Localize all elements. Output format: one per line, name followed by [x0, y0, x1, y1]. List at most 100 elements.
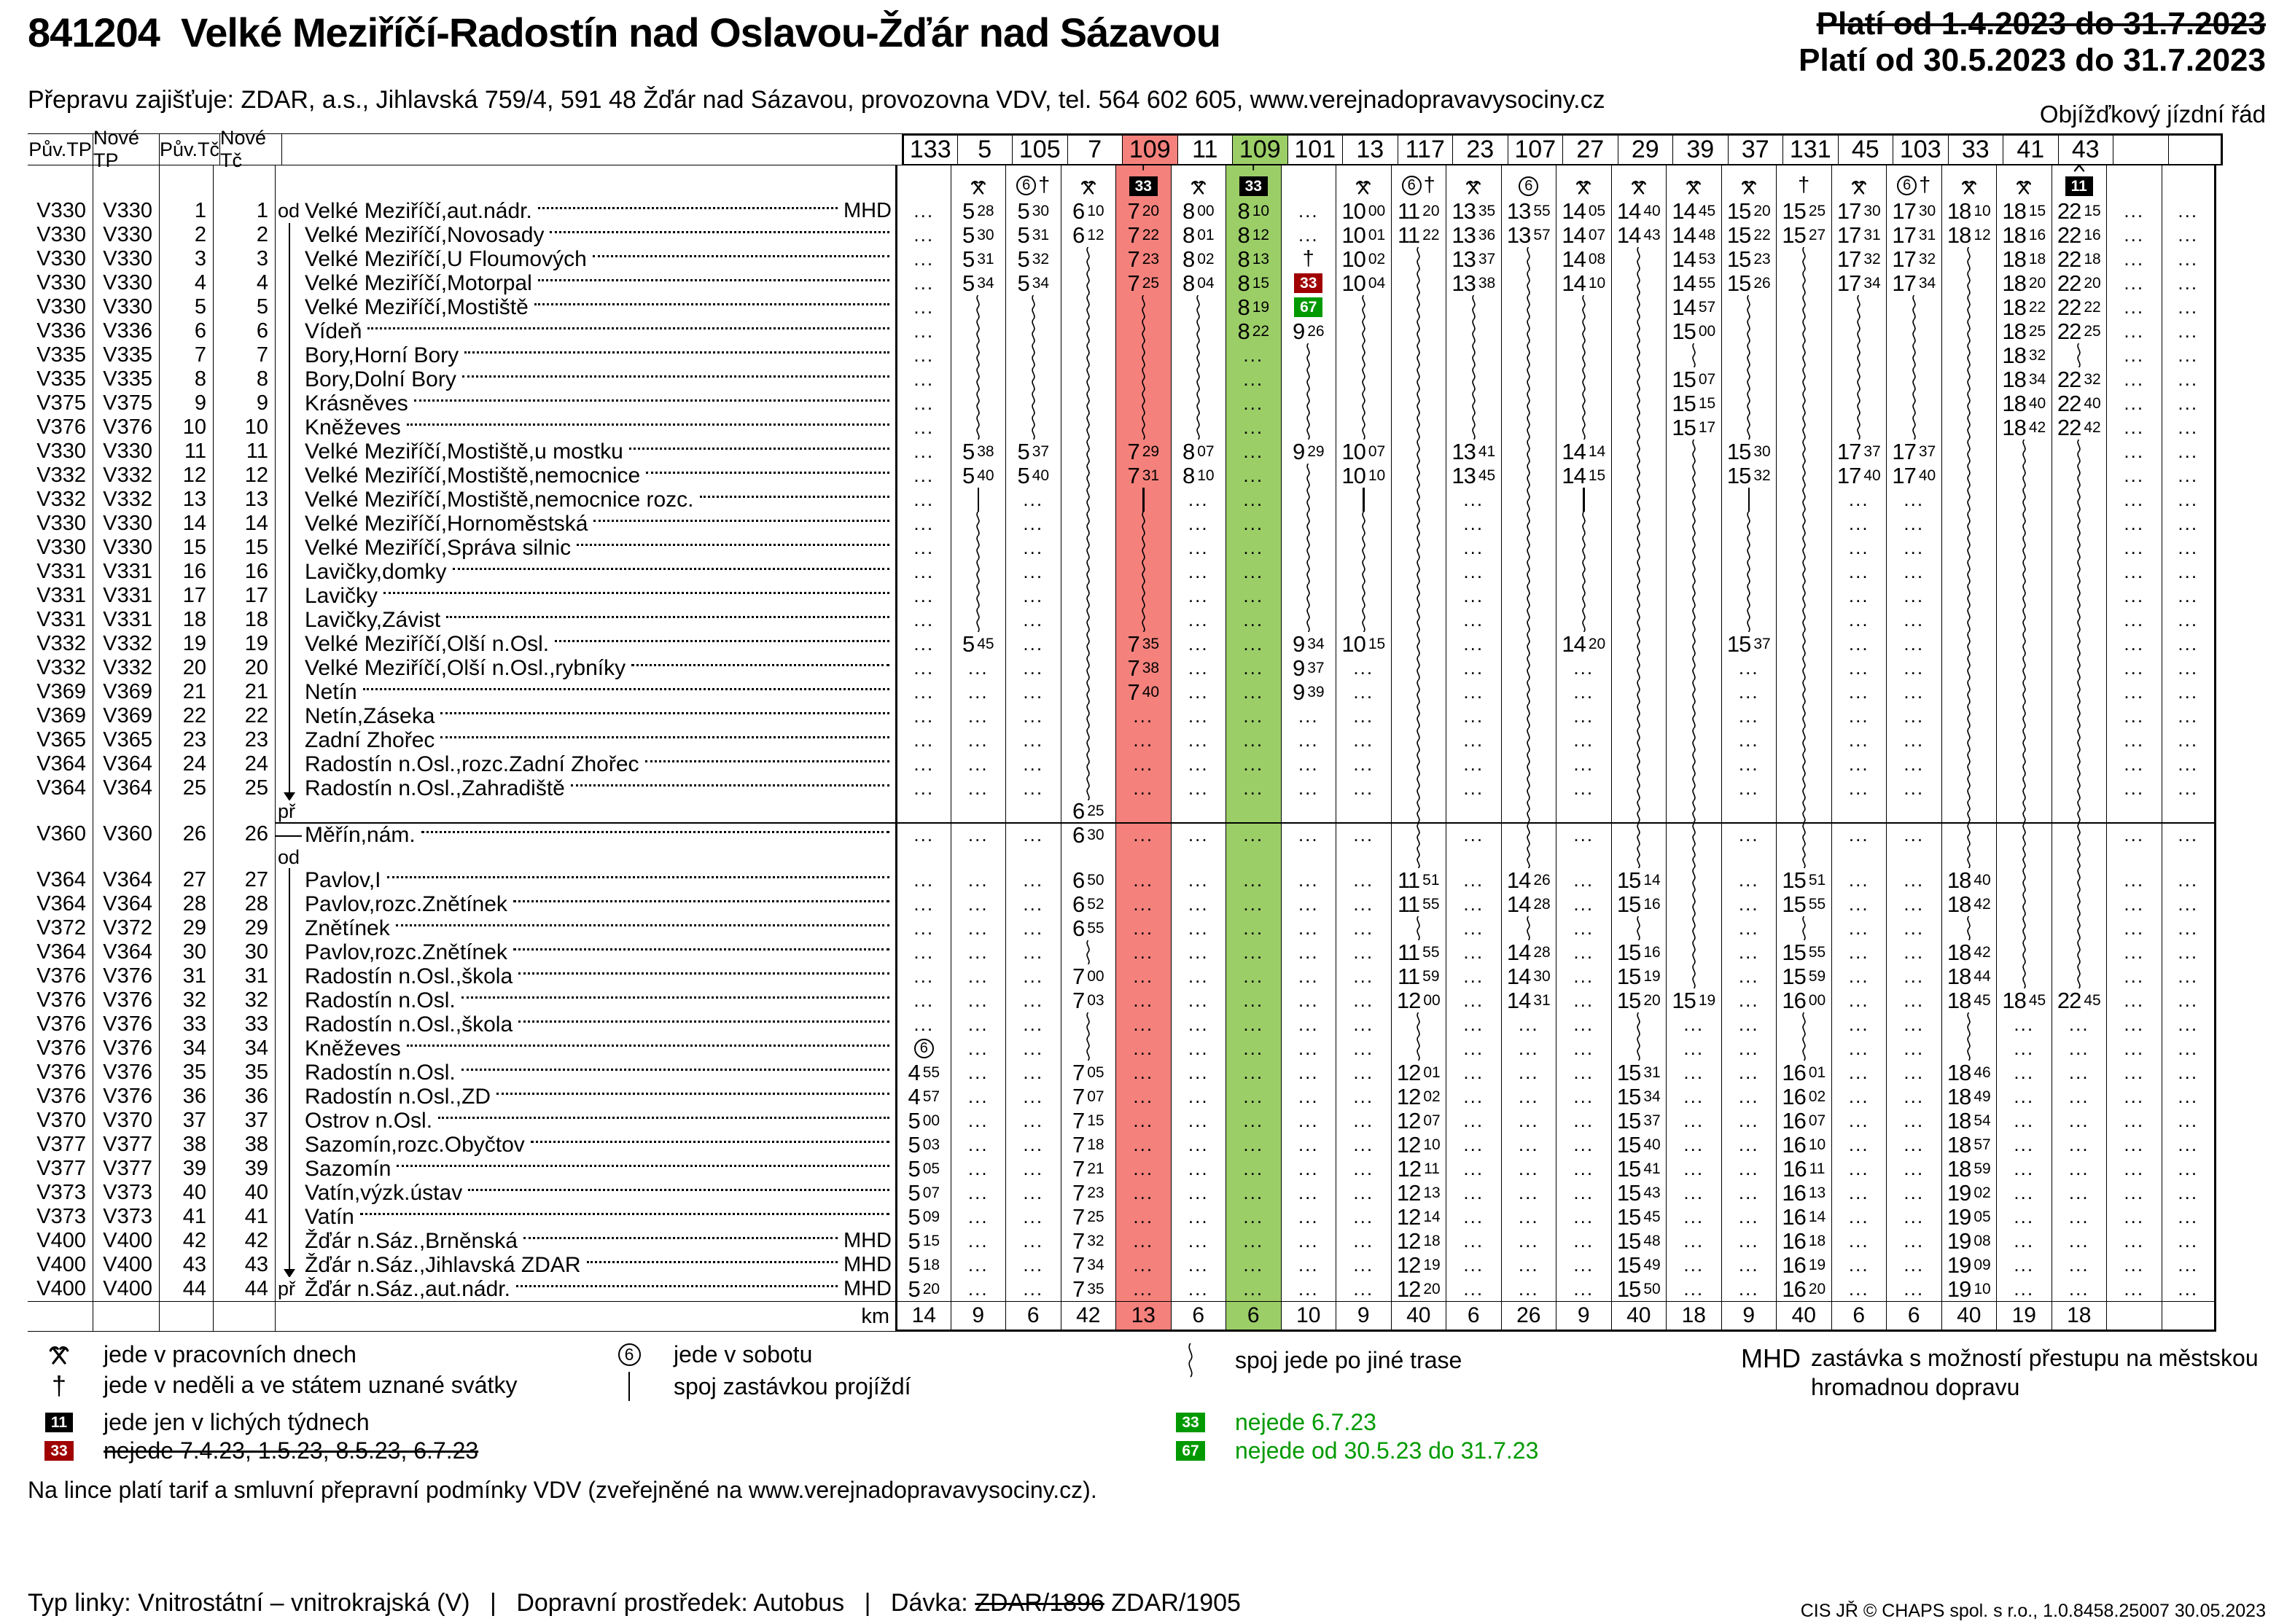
orig-tp: V330: [36, 512, 86, 535]
time-cell: [1060, 656, 1116, 680]
time-cell: ...: [2106, 1133, 2162, 1157]
time-cell: 7 25: [1060, 1205, 1116, 1229]
trip-symbols: [1740, 179, 1758, 196]
time-cell: ...: [1831, 916, 1887, 940]
time-cell: ...: [1336, 964, 1391, 988]
time-cell: ...: [2106, 940, 2162, 964]
time-cell: ...: [1556, 940, 1611, 964]
time-cell: 33: [1280, 271, 1336, 295]
time-cell: [1776, 608, 1831, 632]
dotted-leader: [518, 972, 889, 975]
time-cell: 17 40: [1886, 464, 1941, 488]
trip-number: 45: [1851, 136, 1879, 163]
time-cell: 16 14: [1776, 1205, 1831, 1229]
time-cell: ...: [2106, 632, 2162, 656]
time-cell: ...: [1005, 512, 1061, 536]
new-tc: 23: [244, 728, 268, 752]
time-cell: ...: [2051, 1205, 2107, 1229]
time-cell: ...: [1280, 1277, 1336, 1301]
time-cell: [1500, 800, 1556, 822]
time-cell: ...: [2161, 1012, 2216, 1037]
new-tc: 12: [244, 464, 268, 487]
time-cell: ...: [1886, 1085, 1941, 1109]
timetable-row: V364 V364 24 24 Radostín n.Osl.,rozc.Zadní Z…: [28, 752, 2216, 776]
orig-tp: V376: [36, 964, 86, 988]
station-cell: Krásněves: [276, 391, 895, 415]
orig-tc: 1: [194, 199, 206, 222]
station-cell: Velké Meziříčí,U Floumových: [276, 247, 895, 271]
orig-tc: 39: [182, 1157, 206, 1180]
time-cell: ...: [1556, 1157, 1611, 1181]
time-cell: [1721, 319, 1777, 343]
station-cell: Vatín: [276, 1205, 895, 1229]
time-cell: ...: [1170, 964, 1226, 988]
legend-saturday: 6 jede v sobotu: [604, 1341, 812, 1368]
time-cell: 7 22: [1115, 223, 1171, 247]
time-cell: [1776, 271, 1831, 295]
dotted-leader: [362, 687, 889, 690]
time-cell: [1610, 464, 1667, 488]
km-label: km: [861, 1304, 889, 1328]
time-cell: [1556, 584, 1611, 608]
timetable-row: V331 V331 16 16 Lavičky,domky...............…: [28, 560, 2216, 584]
time-cell: [2051, 488, 2107, 512]
time-cell: ...: [2106, 728, 2162, 752]
time-cell: ...: [950, 1157, 1006, 1181]
time-cell: 15 16: [1610, 892, 1667, 916]
time-cell: 16 11: [1776, 1157, 1831, 1181]
time-cell: 13 37: [1446, 247, 1501, 271]
time-cell: [1996, 846, 2052, 868]
time-cell: ...: [1446, 1133, 1501, 1157]
time-cell: ...: [1886, 1205, 1941, 1229]
time-cell: ...: [1170, 1037, 1226, 1061]
time-cell: [1446, 295, 1501, 319]
timetable-row: V377 V377 38 38 Sazomín,rozc.Obyčtov 5 03.....…: [28, 1133, 2216, 1157]
timetable-row: V400 V400 42 42 Žďár n.Sáz.,Brněnská MHD 5 15..…: [28, 1229, 2216, 1253]
time-cell: ...: [1500, 1277, 1556, 1301]
timetable-row: V375 V375 9 9 Krásněves...... 15 15 18 40 22 40...…: [28, 391, 2216, 415]
dotted-leader: [440, 711, 889, 714]
dotted-leader: [644, 760, 889, 762]
time-cell: [1996, 608, 2052, 632]
time-cell: [1280, 846, 1336, 868]
orig-tp: V332: [36, 632, 86, 655]
trip-number: 43: [2071, 136, 2100, 163]
route-rail-dash: [276, 824, 305, 846]
time-cell: ...: [2161, 608, 2216, 632]
time-cell: [1390, 343, 1446, 367]
time-cell: ...: [1831, 536, 1887, 560]
new-tc: 31: [244, 964, 268, 988]
time-cell: 5 34: [1005, 271, 1061, 295]
time-cell: [2051, 584, 2107, 608]
column-header: Pův.Tč: [160, 138, 220, 160]
station-cell: Ostrov n.Osl.: [276, 1109, 895, 1133]
time-cell: ...: [1886, 584, 1941, 608]
time-cell: ...: [950, 752, 1006, 776]
time-cell: [1996, 560, 2052, 584]
time-cell: [1005, 319, 1061, 343]
time-cell: ...: [895, 536, 951, 560]
time-cell: [1776, 560, 1831, 584]
time-cell: [1776, 800, 1831, 822]
time-cell: ...: [1115, 728, 1171, 752]
time-cell: [2051, 916, 2107, 940]
station-name: Velké Meziříčí,Mostiště,u mostku: [305, 440, 623, 464]
time-cell: [1886, 846, 1941, 868]
time-cell: 8 10: [1170, 464, 1226, 488]
time-cell: ...: [1336, 868, 1391, 892]
time-cell: 11 51: [1390, 868, 1446, 892]
station-name: Zadní Zhořec: [305, 728, 435, 752]
time-cell: ...: [1005, 1012, 1061, 1037]
station-name: Velké Meziříčí,Novosady: [305, 223, 545, 247]
new-tc: 40: [244, 1181, 268, 1204]
time-cell: ...: [1831, 488, 1887, 512]
new-tp: V376: [103, 1085, 152, 1108]
time-cell: 5 18: [895, 1253, 951, 1277]
time-cell: ...: [1886, 752, 1941, 776]
time-cell: ...: [2106, 868, 2162, 892]
time-cell: ...: [1556, 1012, 1611, 1037]
time-cell: 6 50: [1060, 868, 1116, 892]
new-tc: 35: [244, 1061, 268, 1084]
time-cell: ...: [1831, 608, 1887, 632]
time-cell: [1336, 584, 1391, 608]
